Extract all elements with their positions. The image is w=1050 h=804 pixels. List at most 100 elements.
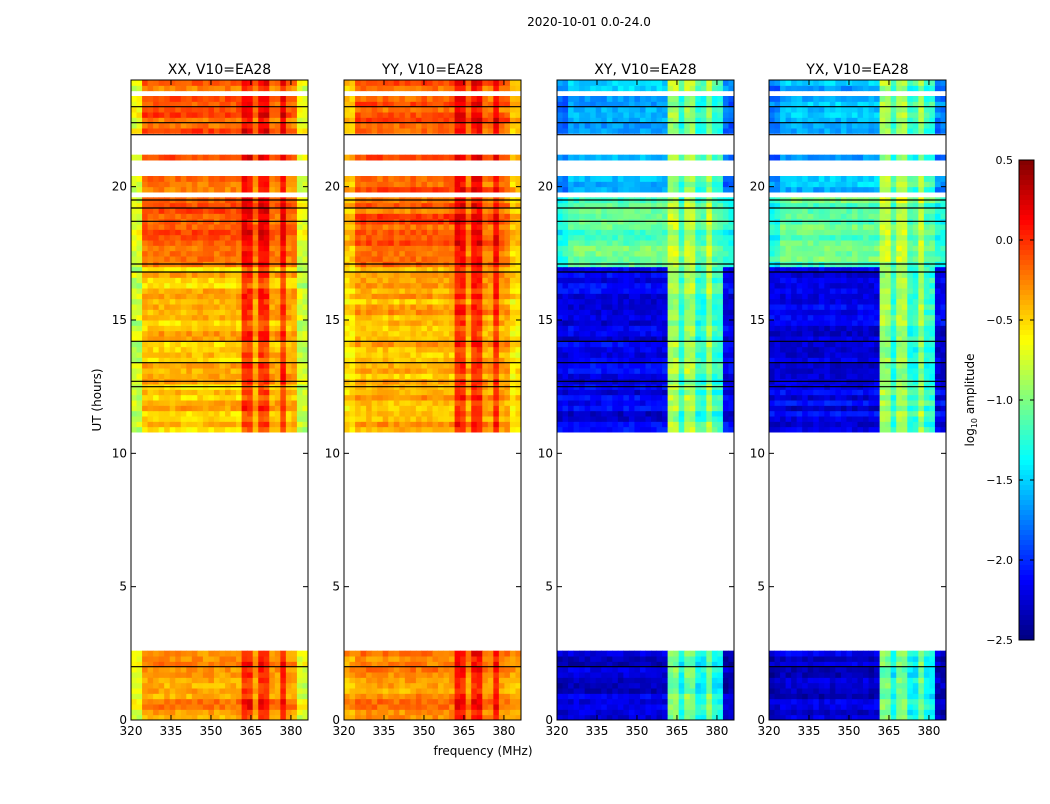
heatmap-cell	[344, 656, 350, 662]
heatmap-cell	[477, 155, 483, 161]
heatmap-cell	[394, 363, 400, 369]
heatmap-cell	[405, 688, 411, 694]
heatmap-cell	[344, 80, 350, 86]
heatmap-cell	[148, 256, 154, 262]
heatmap-cell	[361, 277, 367, 283]
heatmap-cell	[192, 224, 198, 230]
heatmap-cell	[170, 293, 176, 299]
heatmap-cell	[253, 107, 259, 113]
heatmap-cell	[585, 656, 591, 662]
heatmap-cell	[242, 85, 248, 91]
heatmap-cell	[482, 341, 488, 347]
heatmap-cell	[416, 411, 422, 417]
heatmap-cell	[164, 272, 170, 278]
heatmap-cell	[383, 693, 389, 699]
heatmap-cell	[236, 181, 242, 187]
heatmap-cell	[355, 389, 361, 395]
heatmap-cell	[286, 368, 292, 374]
heatmap-cell	[137, 363, 143, 369]
heatmap-cell	[186, 331, 192, 337]
heatmap-cell	[623, 656, 629, 662]
heatmap-cell	[208, 315, 214, 321]
heatmap-cell	[164, 155, 170, 161]
heatmap-cell	[427, 181, 433, 187]
heatmap-cell	[242, 123, 248, 129]
heatmap-cell	[410, 277, 416, 283]
heatmap-cell	[142, 315, 148, 321]
heatmap-cell	[214, 405, 220, 411]
heatmap-cell	[455, 229, 461, 235]
heatmap-cell	[394, 395, 400, 401]
heatmap-cell	[231, 416, 237, 422]
heatmap-cell	[264, 251, 270, 257]
heatmap-cell	[499, 112, 505, 118]
heatmap-cell	[247, 293, 253, 299]
heatmap-cell	[258, 309, 264, 315]
heatmap-cell	[405, 229, 411, 235]
heatmap-cell	[242, 293, 248, 299]
heatmap-cell	[372, 107, 378, 113]
heatmap-cell	[355, 320, 361, 326]
heatmap-cell	[394, 672, 400, 678]
heatmap-cell	[471, 325, 477, 331]
heatmap-cell	[421, 85, 427, 91]
heatmap-cell	[460, 368, 466, 374]
heatmap-cell	[142, 123, 148, 129]
heatmap-cell	[372, 395, 378, 401]
heatmap-cell	[297, 656, 303, 662]
heatmap-cell	[286, 693, 292, 699]
heatmap-cell	[657, 709, 663, 715]
heatmap-cell	[421, 288, 427, 294]
heatmap-cell	[253, 688, 259, 694]
heatmap-cell	[350, 704, 356, 710]
heatmap-cell	[510, 320, 516, 326]
heatmap-cell	[142, 368, 148, 374]
heatmap-cell	[214, 427, 220, 433]
heatmap-cell	[455, 683, 461, 689]
heatmap-cell	[471, 277, 477, 283]
heatmap-cell	[350, 373, 356, 379]
heatmap-cell	[231, 229, 237, 235]
heatmap-cell	[421, 96, 427, 102]
heatmap-cell	[482, 331, 488, 337]
heatmap-cell	[192, 235, 198, 241]
heatmap-cell	[568, 656, 574, 662]
heatmap-cell	[242, 693, 248, 699]
heatmap-cell	[433, 693, 439, 699]
heatmap-cell	[510, 363, 516, 369]
heatmap-cell	[131, 699, 137, 705]
heatmap-cell	[433, 400, 439, 406]
heatmap-cell	[416, 405, 422, 411]
heatmap-cell	[203, 80, 209, 86]
heatmap-cell	[297, 667, 303, 673]
heatmap-cell	[280, 368, 286, 374]
heatmap-cell	[651, 672, 657, 678]
heatmap-cell	[668, 688, 674, 694]
heatmap-cell	[416, 693, 422, 699]
heatmap-cell	[220, 683, 226, 689]
heatmap-cell	[280, 224, 286, 230]
heatmap-cell	[159, 395, 165, 401]
heatmap-cell	[405, 421, 411, 427]
heatmap-cell	[192, 320, 198, 326]
heatmap-cell	[690, 672, 696, 678]
heatmap-cell	[460, 693, 466, 699]
heatmap-cell	[410, 251, 416, 257]
heatmap-cell	[399, 293, 405, 299]
heatmap-cell	[269, 389, 275, 395]
heatmap-cell	[405, 112, 411, 118]
heatmap-cell	[275, 363, 281, 369]
heatmap-cell	[142, 363, 148, 369]
heatmap-cell	[706, 709, 712, 715]
heatmap-cell	[444, 96, 450, 102]
heatmap-cell	[275, 309, 281, 315]
heatmap-cell	[214, 699, 220, 705]
heatmap-cell	[253, 699, 259, 705]
heatmap-cell	[225, 288, 231, 294]
heatmap-cell	[493, 341, 499, 347]
heatmap-cell	[286, 704, 292, 710]
heatmap-cell	[231, 288, 237, 294]
heatmap-cell	[416, 224, 422, 230]
heatmap-cell	[355, 416, 361, 422]
heatmap-cell	[291, 256, 297, 262]
